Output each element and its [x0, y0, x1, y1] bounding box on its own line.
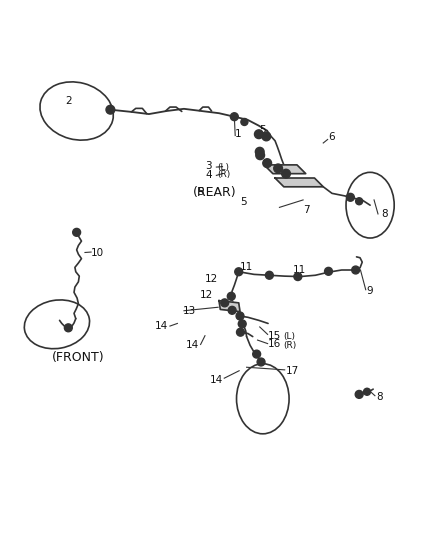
Text: 6: 6 [328, 132, 335, 142]
Circle shape [254, 130, 263, 139]
Circle shape [355, 391, 363, 398]
Text: 1: 1 [235, 129, 242, 139]
Text: 2: 2 [66, 96, 72, 106]
Circle shape [253, 350, 261, 358]
Circle shape [255, 147, 264, 156]
Text: (L): (L) [217, 164, 229, 173]
Text: 8: 8 [381, 209, 388, 219]
Text: 9: 9 [366, 286, 373, 296]
Circle shape [282, 169, 290, 178]
Circle shape [346, 193, 354, 201]
Circle shape [241, 118, 248, 125]
Circle shape [356, 198, 363, 205]
Text: 12: 12 [200, 290, 213, 301]
Circle shape [227, 292, 235, 300]
Circle shape [352, 266, 360, 274]
Text: 5: 5 [198, 187, 204, 197]
Text: 7: 7 [303, 205, 310, 215]
Text: 4: 4 [205, 169, 212, 180]
Text: 16: 16 [268, 340, 281, 350]
Text: 12: 12 [205, 274, 218, 284]
Circle shape [106, 106, 115, 114]
Text: (R): (R) [217, 170, 230, 179]
Text: 14: 14 [210, 375, 223, 384]
Text: 5: 5 [240, 197, 247, 207]
Text: 13: 13 [183, 306, 196, 316]
Circle shape [238, 320, 246, 328]
Circle shape [274, 164, 283, 173]
Text: 8: 8 [376, 392, 382, 402]
Text: (REAR): (REAR) [193, 187, 237, 199]
Polygon shape [219, 301, 240, 312]
Circle shape [221, 299, 229, 307]
Circle shape [257, 358, 265, 366]
Circle shape [228, 306, 236, 314]
Circle shape [263, 159, 272, 167]
Text: (R): (R) [283, 341, 296, 350]
Text: 5: 5 [259, 125, 266, 135]
Circle shape [230, 113, 238, 120]
Text: 17: 17 [286, 366, 299, 376]
Text: 11: 11 [293, 265, 306, 275]
Circle shape [364, 388, 371, 395]
Circle shape [235, 268, 243, 276]
Text: 15: 15 [268, 330, 281, 341]
Text: (FRONT): (FRONT) [52, 351, 104, 364]
Circle shape [237, 328, 244, 336]
Text: (L): (L) [283, 332, 295, 341]
Circle shape [265, 271, 273, 279]
Polygon shape [264, 165, 306, 174]
Text: 14: 14 [155, 321, 168, 331]
Text: 3: 3 [205, 161, 212, 171]
Text: 14: 14 [186, 341, 199, 350]
Circle shape [236, 312, 244, 320]
Circle shape [325, 268, 332, 275]
Circle shape [256, 151, 265, 159]
Circle shape [262, 132, 271, 141]
Text: 10: 10 [91, 248, 104, 259]
Circle shape [64, 324, 72, 332]
Circle shape [73, 229, 81, 236]
Polygon shape [275, 178, 323, 187]
Text: 11: 11 [240, 262, 253, 271]
Circle shape [294, 273, 302, 280]
